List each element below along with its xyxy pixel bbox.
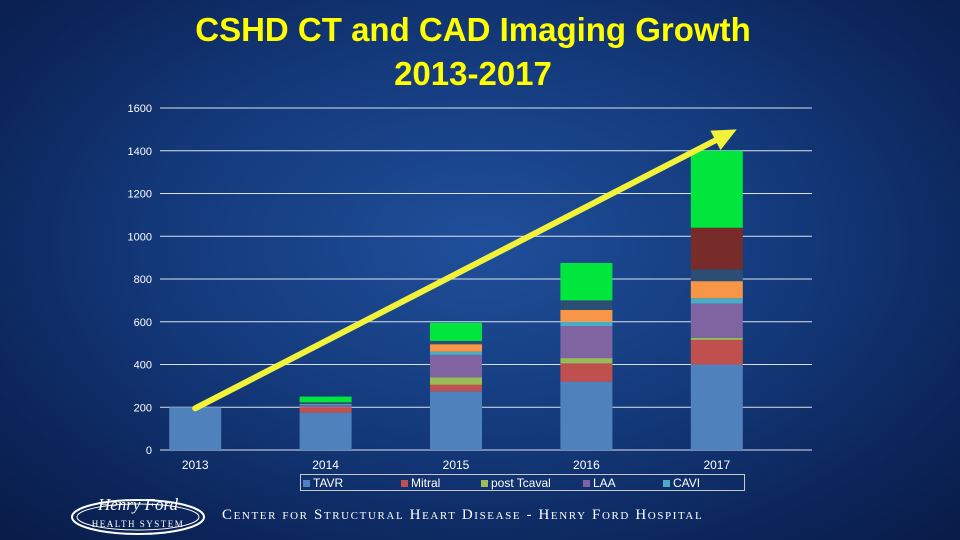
legend-item: post Tcaval: [481, 476, 551, 490]
bar-segment: [430, 377, 482, 385]
y-tick-label: 600: [134, 317, 152, 329]
bar-segment: [690, 269, 743, 282]
bar-segment: [430, 384, 482, 392]
bar-segment: [690, 227, 743, 270]
x-tick-label: 2013: [182, 458, 209, 472]
bar-segment: [690, 364, 743, 450]
bar-segment: [430, 351, 482, 355]
svg-text:HEALTH SYSTEM: HEALTH SYSTEM: [92, 519, 184, 529]
legend-label: post Tcaval: [491, 476, 551, 490]
bar-segment: [560, 309, 613, 322]
bar-segment: [560, 262, 613, 301]
bar-segment: [690, 339, 743, 365]
x-tick-label: 2014: [312, 458, 339, 472]
legend-item: CAVI: [663, 476, 700, 490]
bar-segment: [560, 300, 613, 310]
y-tick-label: 400: [134, 360, 152, 372]
y-tick-label: 1600: [128, 103, 152, 115]
bar-segment: [690, 303, 743, 338]
slide-title-line-1: CSHD CT and CAD Imaging Growth: [195, 11, 751, 48]
bar-segment: [430, 391, 482, 450]
bar-segment: [430, 322, 482, 341]
svg-text:Henry Ford: Henry Ford: [97, 495, 179, 514]
bar-segment: [690, 337, 743, 340]
y-tick-label: 0: [146, 445, 152, 457]
bar-segment: [560, 321, 613, 327]
bar-segment: [299, 402, 352, 405]
bar-segment: [430, 354, 482, 378]
bar-segment: [690, 298, 743, 304]
bar-segment: [299, 412, 352, 450]
legend-swatch: [481, 480, 488, 488]
slide-title-line-2: 2013-2017: [394, 55, 552, 92]
henry-ford-logo: Henry Ford HEALTH SYSTEM: [71, 495, 205, 535]
x-tick-label: 2016: [573, 458, 600, 472]
footer-banner: Henry Ford HEALTH SYSTEM Center for Stru…: [0, 490, 960, 540]
bar-segment: [299, 407, 352, 413]
y-tick-label: 200: [134, 402, 152, 414]
bar-segment: [430, 344, 482, 352]
legend-item: TAVR: [303, 476, 343, 490]
legend-label: TAVR: [313, 476, 344, 490]
trend-arrow-line: [192, 137, 719, 412]
bar-segment: [430, 340, 482, 345]
bar-segment: [560, 358, 613, 364]
legend-swatch: [583, 480, 590, 488]
legend-swatch: [303, 480, 310, 488]
slide-title: CSHD CT and CAD Imaging Growth 2013-2017: [0, 8, 946, 96]
legend-item: LAA: [583, 476, 616, 490]
chart-legend: TAVR Mitral post Tcaval LAA CAVI: [300, 474, 745, 491]
legend-item: Mitral: [401, 476, 440, 490]
legend-label: LAA: [593, 476, 616, 490]
y-tick-label: 800: [134, 274, 152, 286]
legend-label: Mitral: [411, 476, 441, 490]
bar-segment: [690, 281, 743, 299]
bar-segment: [690, 150, 743, 228]
legend-swatch: [663, 480, 670, 488]
bar-segment: [169, 407, 222, 450]
x-tick-label: 2017: [703, 458, 730, 472]
y-tick-label: 1000: [128, 231, 152, 243]
y-tick-label: 1400: [128, 146, 152, 158]
bar-segment: [299, 396, 352, 403]
bar-segment: [560, 326, 613, 359]
bar-segment: [299, 405, 352, 408]
footer-text: Center for Structural Heart Disease - He…: [222, 507, 704, 523]
legend-label: CAVI: [673, 476, 701, 490]
y-tick-label: 1200: [128, 189, 152, 201]
legend-swatch: [401, 480, 408, 488]
x-tick-label: 2015: [443, 458, 470, 472]
bar-segment: [560, 381, 613, 450]
trend-arrow-head: [710, 129, 737, 151]
bar-segment: [560, 363, 613, 382]
bar-segment: [299, 404, 352, 406]
